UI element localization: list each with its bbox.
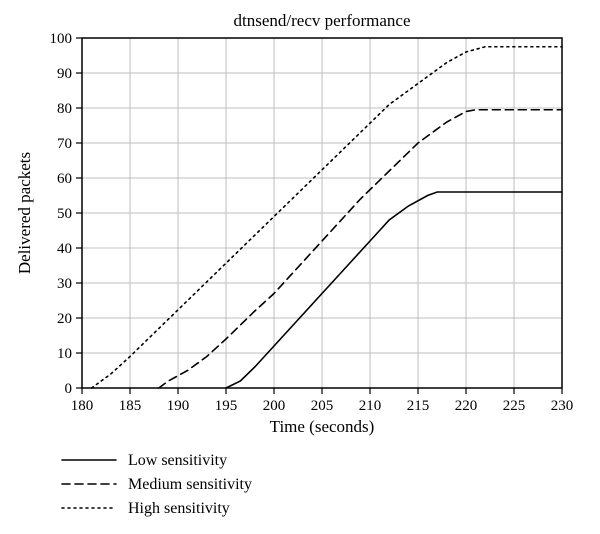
ytick-label: 70 [57, 136, 72, 152]
xtick-label: 220 [455, 398, 478, 414]
ytick-label: 100 [50, 31, 73, 47]
x-axis-label: Time (seconds) [270, 417, 375, 436]
series-line [159, 110, 562, 388]
xtick-label: 215 [407, 398, 430, 414]
xtick-label: 200 [263, 398, 286, 414]
legend-label: Low sensitivity [128, 452, 227, 469]
chart-title: dtnsend/recv performance [234, 11, 411, 30]
legend-label: Medium sensitivity [128, 476, 252, 493]
xtick-label: 230 [551, 398, 574, 414]
legend-label: High sensitivity [128, 500, 230, 517]
ytick-label: 40 [57, 241, 72, 257]
chart-container: 180 185 190 195 200 205 210 215 220 225 230 0 10 20 30… [0, 0, 600, 534]
ytick-label: 0 [65, 381, 73, 397]
line-chart: 180 185 190 195 200 205 210 215 220 225 230 0 10 20 30… [0, 0, 600, 534]
series-line [92, 47, 562, 388]
xtick-label: 205 [311, 398, 334, 414]
xtick-label: 180 [71, 398, 94, 414]
ytick-label: 50 [57, 206, 72, 222]
xtick-label: 185 [119, 398, 142, 414]
y-axis-label: Delivered packets [15, 152, 34, 274]
ytick-label: 30 [57, 276, 72, 292]
xtick-label: 225 [503, 398, 526, 414]
ytick-label: 80 [57, 101, 72, 117]
ytick-label: 60 [57, 171, 72, 187]
xtick-label: 195 [215, 398, 238, 414]
xtick-label: 190 [167, 398, 190, 414]
xtick-label: 210 [359, 398, 382, 414]
ytick-label: 10 [57, 346, 72, 362]
series-line [226, 192, 562, 388]
ytick-label: 90 [57, 66, 72, 82]
ytick-label: 20 [57, 311, 72, 327]
